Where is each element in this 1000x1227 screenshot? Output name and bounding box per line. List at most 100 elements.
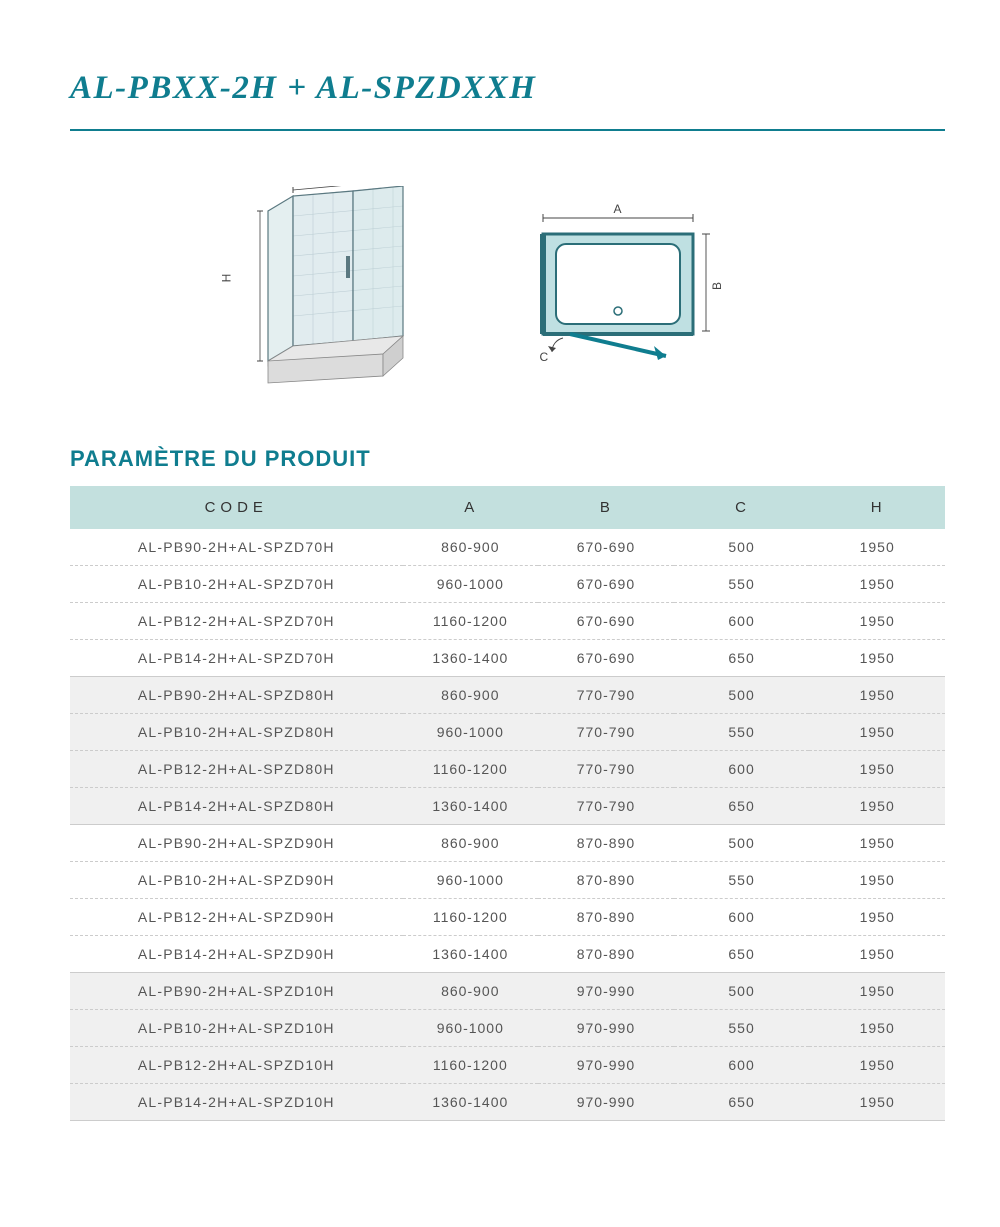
cell-a: 960-1000 — [403, 862, 539, 899]
cell-b: 670-690 — [538, 566, 674, 603]
cell-c: 550 — [674, 862, 810, 899]
table-row: AL-PB12-2H+AL-SPZD70H1160-1200670-690600… — [70, 603, 945, 640]
cell-a: 1160-1200 — [403, 1047, 539, 1084]
cell-b: 970-990 — [538, 1084, 674, 1121]
cell-h: 1950 — [809, 677, 945, 714]
diagram-3d-enclosure: H — [248, 186, 428, 386]
cell-code: AL-PB14-2H+AL-SPZD90H — [70, 936, 403, 973]
section-title: PARAMÈTRE DU PRODUIT — [70, 446, 945, 472]
cell-b: 670-690 — [538, 529, 674, 566]
cell-b: 870-890 — [538, 862, 674, 899]
cell-b: 870-890 — [538, 825, 674, 862]
cell-b: 770-790 — [538, 788, 674, 825]
cell-h: 1950 — [809, 603, 945, 640]
table-row: AL-PB10-2H+AL-SPZD10H960-1000970-9905501… — [70, 1010, 945, 1047]
cell-h: 1950 — [809, 714, 945, 751]
cell-code: AL-PB10-2H+AL-SPZD90H — [70, 862, 403, 899]
table-row: AL-PB90-2H+AL-SPZD10H860-900970-99050019… — [70, 973, 945, 1010]
cell-h: 1950 — [809, 862, 945, 899]
cell-c: 600 — [674, 899, 810, 936]
cell-b: 770-790 — [538, 714, 674, 751]
cell-b: 970-990 — [538, 1047, 674, 1084]
cell-code: AL-PB90-2H+AL-SPZD70H — [70, 529, 403, 566]
cell-c: 550 — [674, 1010, 810, 1047]
col-header-b: B — [538, 486, 674, 529]
cell-h: 1950 — [809, 1047, 945, 1084]
cell-c: 650 — [674, 1084, 810, 1121]
cell-code: AL-PB12-2H+AL-SPZD10H — [70, 1047, 403, 1084]
cell-b: 770-790 — [538, 677, 674, 714]
cell-code: AL-PB10-2H+AL-SPZD80H — [70, 714, 403, 751]
table-row: AL-PB14-2H+AL-SPZD10H1360-1400970-990650… — [70, 1084, 945, 1121]
cell-code: AL-PB90-2H+AL-SPZD80H — [70, 677, 403, 714]
col-header-c: C — [674, 486, 810, 529]
col-header-a: A — [403, 486, 539, 529]
cell-c: 600 — [674, 1047, 810, 1084]
cell-code: AL-PB12-2H+AL-SPZD70H — [70, 603, 403, 640]
cell-a: 1160-1200 — [403, 899, 539, 936]
table-row: AL-PB10-2H+AL-SPZD90H960-1000870-8905501… — [70, 862, 945, 899]
table-row: AL-PB12-2H+AL-SPZD10H1160-1200970-990600… — [70, 1047, 945, 1084]
cell-a: 860-900 — [403, 973, 539, 1010]
cell-c: 650 — [674, 640, 810, 677]
cell-a: 960-1000 — [403, 566, 539, 603]
cell-h: 1950 — [809, 529, 945, 566]
dim-label-c: C — [540, 350, 549, 364]
cell-c: 500 — [674, 825, 810, 862]
cell-b: 770-790 — [538, 751, 674, 788]
cell-code: AL-PB14-2H+AL-SPZD80H — [70, 788, 403, 825]
cell-b: 670-690 — [538, 640, 674, 677]
cell-a: 860-900 — [403, 825, 539, 862]
cell-b: 870-890 — [538, 936, 674, 973]
cell-c: 650 — [674, 936, 810, 973]
cell-a: 860-900 — [403, 529, 539, 566]
cell-h: 1950 — [809, 566, 945, 603]
cell-a: 1360-1400 — [403, 788, 539, 825]
table-row: AL-PB14-2H+AL-SPZD70H1360-1400670-690650… — [70, 640, 945, 677]
table-row: AL-PB10-2H+AL-SPZD70H960-1000670-6905501… — [70, 566, 945, 603]
dim-label-h: H — [219, 274, 233, 283]
cell-a: 860-900 — [403, 677, 539, 714]
diagram-row: H — [70, 186, 945, 386]
cell-code: AL-PB10-2H+AL-SPZD70H — [70, 566, 403, 603]
cell-h: 1950 — [809, 973, 945, 1010]
cell-code: AL-PB12-2H+AL-SPZD80H — [70, 751, 403, 788]
cell-b: 870-890 — [538, 899, 674, 936]
cell-b: 670-690 — [538, 603, 674, 640]
cell-code: AL-PB10-2H+AL-SPZD10H — [70, 1010, 403, 1047]
table-row: AL-PB14-2H+AL-SPZD80H1360-1400770-790650… — [70, 788, 945, 825]
cell-a: 960-1000 — [403, 714, 539, 751]
cell-a: 1360-1400 — [403, 640, 539, 677]
cell-c: 650 — [674, 788, 810, 825]
cell-c: 550 — [674, 714, 810, 751]
cell-c: 600 — [674, 603, 810, 640]
cell-h: 1950 — [809, 788, 945, 825]
cell-h: 1950 — [809, 1010, 945, 1047]
dim-label-a: A — [613, 202, 621, 216]
cell-b: 970-990 — [538, 973, 674, 1010]
cell-a: 1360-1400 — [403, 936, 539, 973]
col-header-code: CODE — [70, 486, 403, 529]
table-header-row: CODE A B C H — [70, 486, 945, 529]
cell-a: 960-1000 — [403, 1010, 539, 1047]
cell-h: 1950 — [809, 825, 945, 862]
cell-code: AL-PB90-2H+AL-SPZD10H — [70, 973, 403, 1010]
cell-code: AL-PB14-2H+AL-SPZD70H — [70, 640, 403, 677]
col-header-h: H — [809, 486, 945, 529]
cell-a: 1160-1200 — [403, 751, 539, 788]
enclosure-3d-icon — [248, 186, 428, 386]
product-title: AL-PBXX-2H + AL-SPZDXXH — [70, 70, 945, 107]
cell-c: 600 — [674, 751, 810, 788]
cell-h: 1950 — [809, 1084, 945, 1121]
cell-h: 1950 — [809, 640, 945, 677]
table-row: AL-PB12-2H+AL-SPZD90H1160-1200870-890600… — [70, 899, 945, 936]
cell-b: 970-990 — [538, 1010, 674, 1047]
dim-label-b: B — [710, 282, 724, 290]
cell-h: 1950 — [809, 899, 945, 936]
title-underline — [70, 129, 945, 131]
cell-c: 550 — [674, 566, 810, 603]
table-row: AL-PB90-2H+AL-SPZD70H860-900670-69050019… — [70, 529, 945, 566]
diagram-top-view: A B C — [518, 206, 718, 366]
table-row: AL-PB12-2H+AL-SPZD80H1160-1200770-790600… — [70, 751, 945, 788]
cell-code: AL-PB12-2H+AL-SPZD90H — [70, 899, 403, 936]
